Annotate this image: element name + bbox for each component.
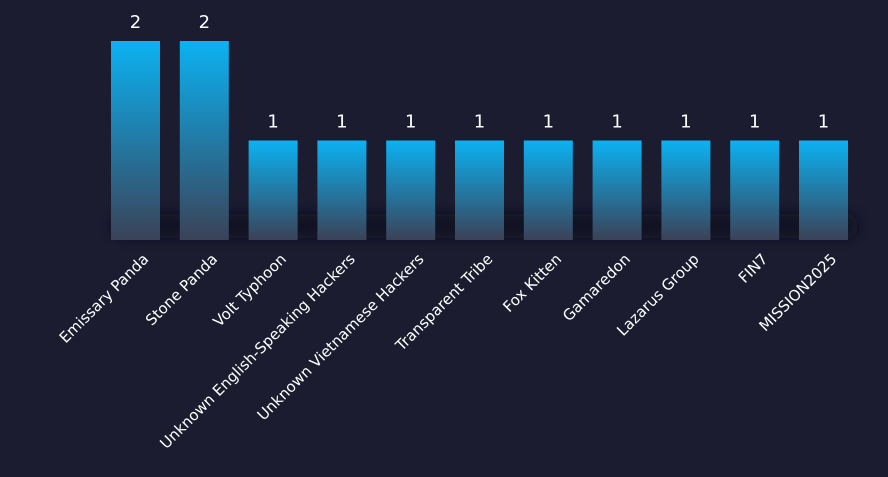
bar-lazarus-group bbox=[661, 140, 711, 240]
category-label-gamaredon: Gamaredon bbox=[559, 250, 634, 325]
bar-volt-typhoon bbox=[248, 140, 298, 240]
value-label-unknown-vietnamese-hackers: 1 bbox=[405, 112, 416, 133]
bar-mission2025 bbox=[799, 140, 848, 240]
value-label-unknown-english-speaking-hackers: 1 bbox=[336, 112, 347, 133]
value-label-volt-typhoon: 1 bbox=[267, 112, 278, 133]
value-label-transparent-tribe: 1 bbox=[474, 112, 485, 133]
bar-gamaredon bbox=[592, 140, 642, 240]
value-label-fin7: 1 bbox=[749, 112, 760, 133]
bar-transparent-tribe bbox=[455, 140, 504, 240]
category-label-fox-kitten: Fox Kitten bbox=[499, 250, 565, 316]
bar-unknown-vietnamese-hackers bbox=[386, 140, 436, 240]
category-label-emissary-panda: Emissary Panda bbox=[56, 250, 153, 347]
bar-emissary-panda bbox=[111, 41, 160, 240]
bar-fox-kitten bbox=[523, 140, 573, 240]
value-label-lazarus-group: 1 bbox=[680, 112, 691, 133]
value-label-mission2025: 1 bbox=[818, 112, 829, 133]
bars-group bbox=[111, 41, 848, 240]
value-label-emissary-panda: 2 bbox=[130, 12, 141, 33]
value-label-fox-kitten: 1 bbox=[543, 112, 554, 133]
bar-unknown-english-speaking-hackers bbox=[317, 140, 367, 240]
value-labels-group: 2 2 1 1 1 1 1 1 1 1 1 bbox=[130, 12, 829, 133]
value-label-stone-panda: 2 bbox=[199, 12, 210, 33]
value-label-gamaredon: 1 bbox=[611, 112, 622, 133]
category-label-fin7: FIN7 bbox=[735, 250, 772, 287]
bar-stone-panda bbox=[179, 41, 229, 240]
bar-fin7 bbox=[730, 140, 780, 240]
